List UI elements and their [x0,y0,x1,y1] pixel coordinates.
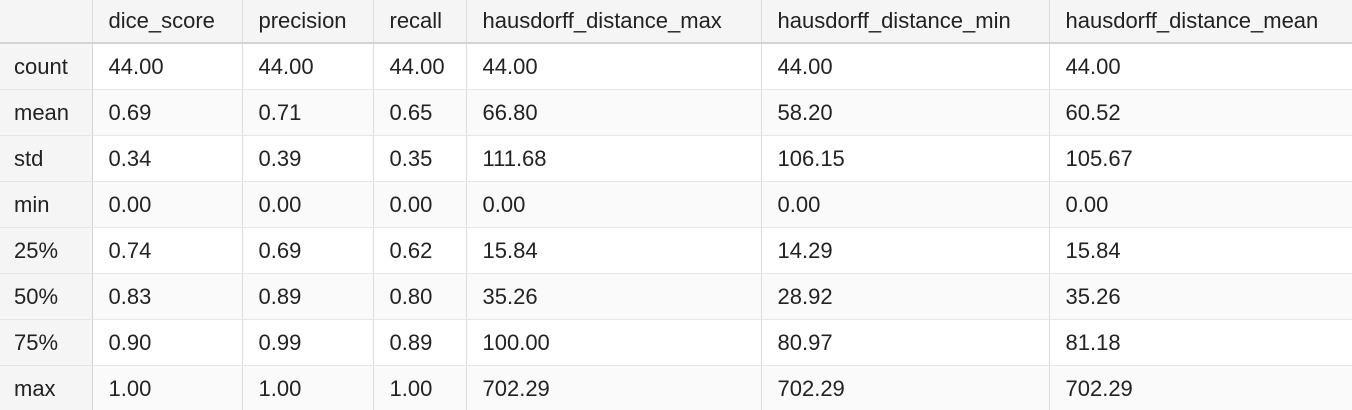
table-cell: 44.00 [242,43,374,90]
table-cell: 0.39 [242,135,374,182]
table-cell: 702.29 [1049,365,1352,410]
column-header-hausdorff-distance-max: hausdorff_distance_max [466,0,762,44]
table-cell: 0.65 [373,89,467,136]
table-cell: 35.26 [466,273,762,320]
table-cell: 702.29 [466,365,762,410]
table-cell: 100.00 [466,319,762,366]
table-cell: 0.71 [242,89,374,136]
header-row: dice_score precision recall hausdorff_di… [0,0,1352,44]
row-header: mean [0,89,93,136]
column-header-recall: recall [373,0,467,44]
table-cell: 0.89 [242,273,374,320]
table-cell: 15.84 [466,227,762,274]
table-cell: 0.00 [373,181,467,228]
table-cell: 80.97 [761,319,1050,366]
table-cell: 81.18 [1049,319,1352,366]
table-cell: 111.68 [466,135,762,182]
table-cell: 0.62 [373,227,467,274]
table-cell: 0.74 [92,227,243,274]
table-row: min 0.00 0.00 0.00 0.00 0.00 0.00 [0,181,1352,228]
row-header: 25% [0,227,93,274]
table-cell: 1.00 [373,365,467,410]
row-header: count [0,43,93,90]
table-row: 75% 0.90 0.99 0.89 100.00 80.97 81.18 [0,319,1352,366]
row-header: max [0,365,93,410]
row-header: std [0,135,93,182]
table-cell: 0.99 [242,319,374,366]
table-cell: 35.26 [1049,273,1352,320]
table-cell: 44.00 [466,43,762,90]
table-cell: 105.67 [1049,135,1352,182]
table-cell: 0.00 [761,181,1050,228]
table-cell: 60.52 [1049,89,1352,136]
table-cell: 44.00 [92,43,243,90]
table-cell: 1.00 [242,365,374,410]
table-cell: 106.15 [761,135,1050,182]
column-header-index [0,0,93,44]
table-row: std 0.34 0.39 0.35 111.68 106.15 105.67 [0,135,1352,182]
table-cell: 0.69 [92,89,243,136]
table-cell: 0.89 [373,319,467,366]
table-cell: 0.35 [373,135,467,182]
table-cell: 58.20 [761,89,1050,136]
table-row: 25% 0.74 0.69 0.62 15.84 14.29 15.84 [0,227,1352,274]
table-cell: 1.00 [92,365,243,410]
table-cell: 28.92 [761,273,1050,320]
table-row: max 1.00 1.00 1.00 702.29 702.29 702.29 [0,365,1352,410]
table-cell: 0.00 [466,181,762,228]
column-header-precision: precision [242,0,374,44]
table-cell: 0.34 [92,135,243,182]
table-body: count 44.00 44.00 44.00 44.00 44.00 44.0… [0,43,1352,410]
table-cell: 44.00 [761,43,1050,90]
row-header: 75% [0,319,93,366]
table-cell: 0.80 [373,273,467,320]
table-cell: 0.00 [92,181,243,228]
table-row: mean 0.69 0.71 0.65 66.80 58.20 60.52 [0,89,1352,136]
table-cell: 0.00 [1049,181,1352,228]
table-row: count 44.00 44.00 44.00 44.00 44.00 44.0… [0,43,1352,90]
table-cell: 44.00 [373,43,467,90]
table-cell: 0.90 [92,319,243,366]
table-cell: 15.84 [1049,227,1352,274]
table-cell: 66.80 [466,89,762,136]
column-header-hausdorff-distance-min: hausdorff_distance_min [761,0,1050,44]
table-cell: 14.29 [761,227,1050,274]
row-header: min [0,181,93,228]
table-header: dice_score precision recall hausdorff_di… [0,0,1352,44]
column-header-dice-score: dice_score [92,0,243,44]
column-header-hausdorff-distance-mean: hausdorff_distance_mean [1049,0,1352,44]
table-cell: 0.00 [242,181,374,228]
table-cell: 0.83 [92,273,243,320]
row-header: 50% [0,273,93,320]
table-row: 50% 0.83 0.89 0.80 35.26 28.92 35.26 [0,273,1352,320]
table-cell: 44.00 [1049,43,1352,90]
table-cell: 0.69 [242,227,374,274]
table-cell: 702.29 [761,365,1050,410]
